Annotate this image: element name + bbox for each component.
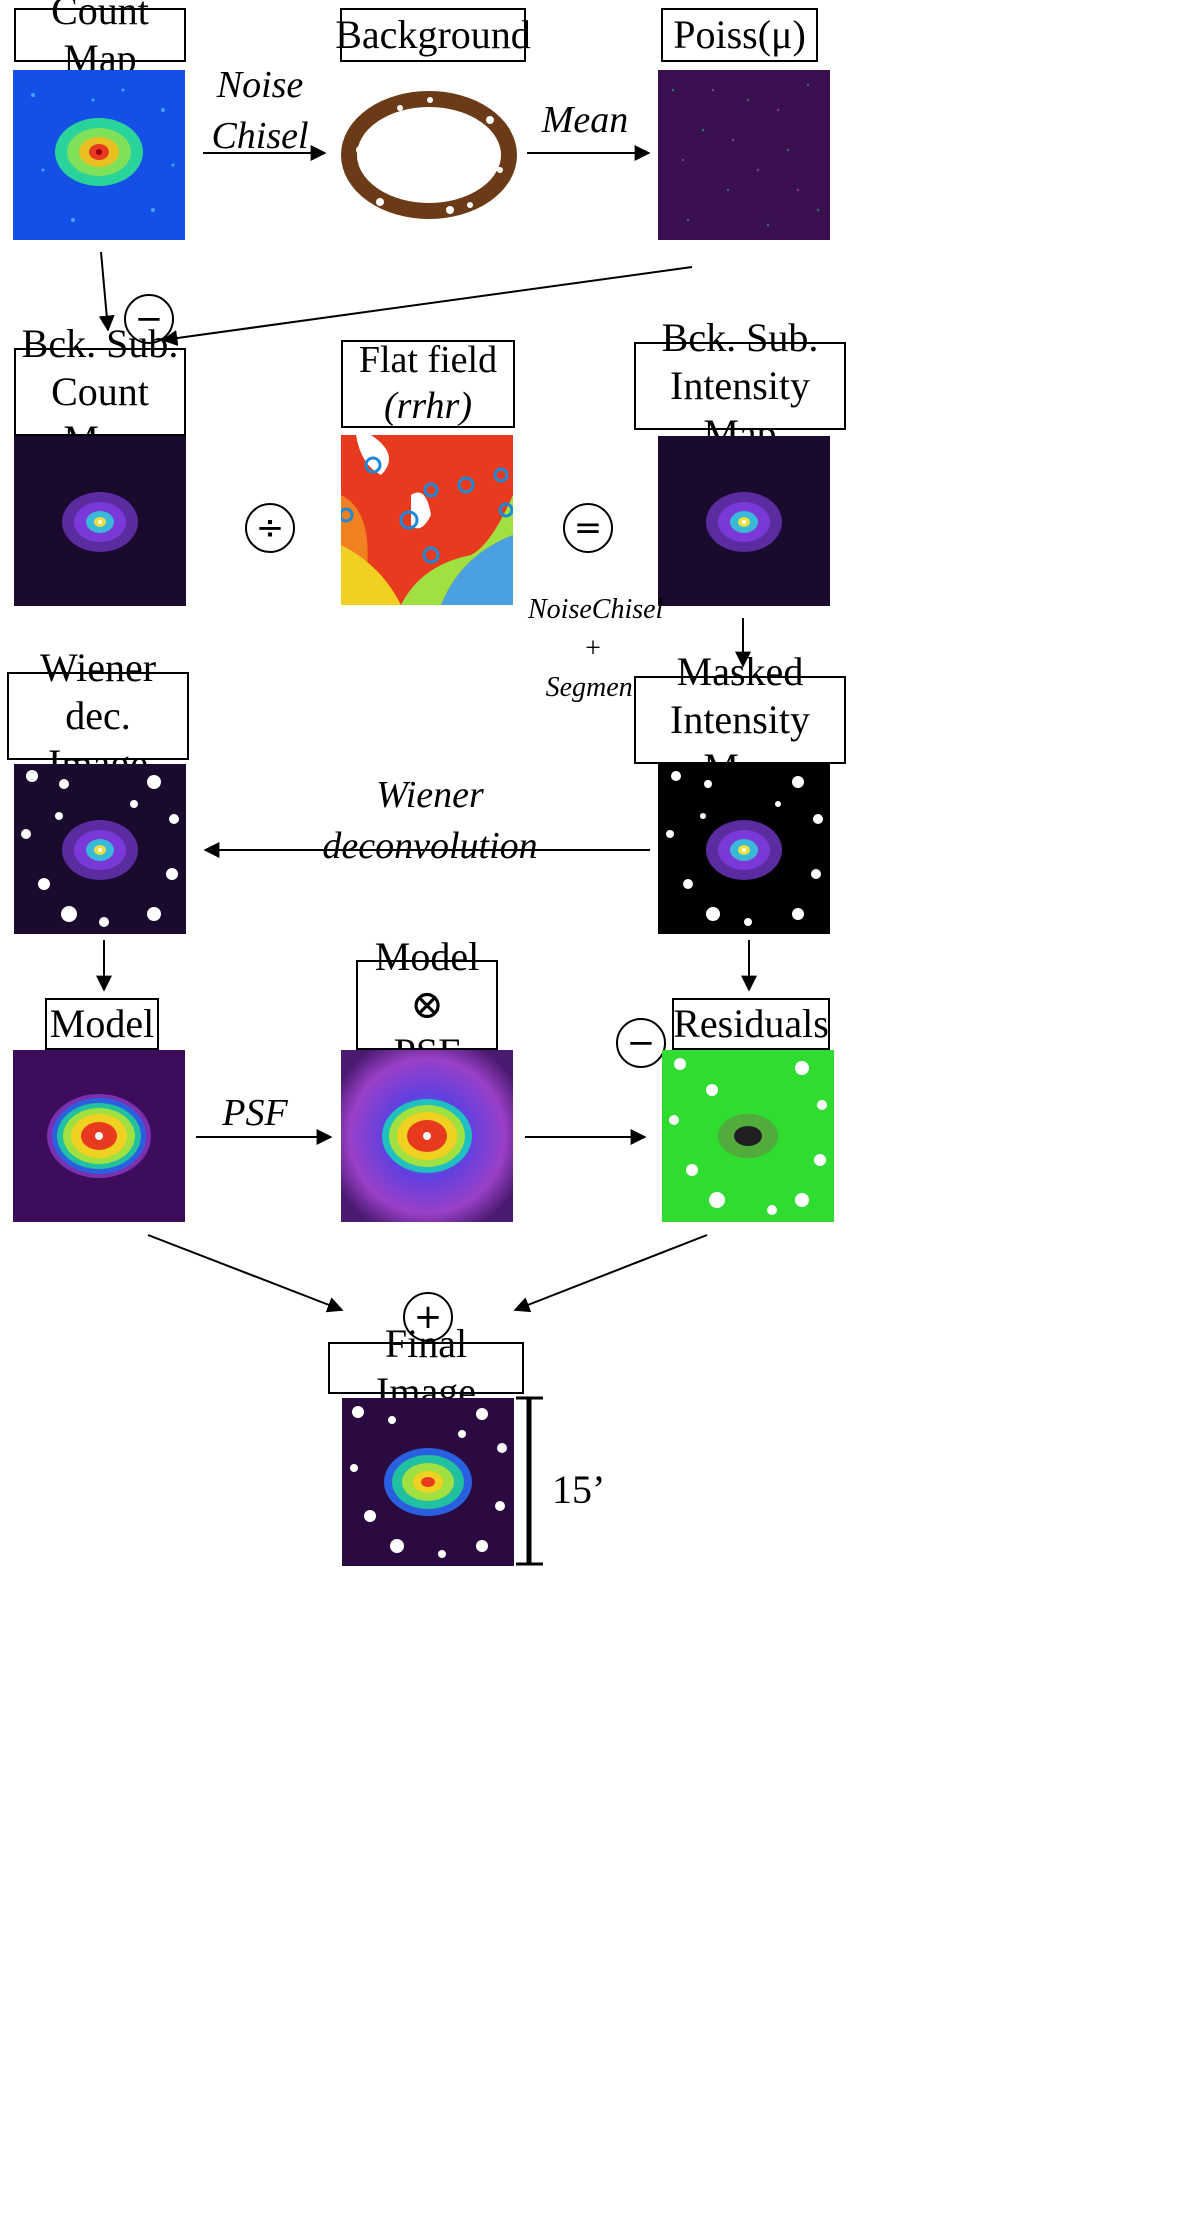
- arrow-residuals-to-final: [513, 1234, 708, 1313]
- model-label: Model: [45, 998, 159, 1050]
- equals-operator: =: [563, 503, 613, 553]
- arrow-model-to-final: [147, 1234, 344, 1313]
- background-ring-image: [341, 91, 517, 219]
- psf-annotation: PSF: [222, 1092, 288, 1134]
- divide-operator: ÷: [245, 503, 295, 553]
- final-image: [342, 1398, 514, 1566]
- wiener-dec-image: [14, 764, 186, 934]
- flat-field-label: Flat field (rrhr): [341, 339, 515, 428]
- noisechisel-segment-annotation: NoiseChisel + Segment: [528, 594, 664, 704]
- model-image: [13, 1050, 185, 1222]
- count-map-image: [13, 70, 185, 240]
- residuals-label: Residuals: [672, 998, 830, 1050]
- wiener-dec-image-label: Wiener dec. Image: [7, 645, 189, 786]
- background-label: Background: [335, 8, 531, 62]
- final-image-label: Final Image: [328, 1321, 524, 1414]
- model-psf-image: [341, 1050, 513, 1222]
- noise-chisel-annotation: Noise Chisel: [211, 64, 309, 158]
- masked-intensity-map-image: [658, 764, 830, 934]
- scale-bar-label: 15’: [552, 1467, 606, 1512]
- add-operator: +: [403, 1292, 453, 1342]
- mean-annotation: Mean: [541, 99, 629, 141]
- poisson-noise-image: [658, 70, 830, 240]
- residuals-image: [662, 1050, 834, 1222]
- flat-field-image: [341, 435, 513, 605]
- bck-sub-intensity-map-image: [658, 436, 830, 606]
- subtract-operator-2: −: [616, 1018, 666, 1068]
- wiener-deconvolution-annotation: Wiener deconvolution: [322, 774, 538, 868]
- scale-bar: [516, 1396, 543, 1566]
- bck-sub-count-map-image: [14, 436, 186, 606]
- poiss-label: Poiss(μ): [661, 8, 818, 62]
- arrow-count-to-bck-sub: [98, 251, 115, 332]
- arrow-poiss-to-bck-sub: [161, 266, 693, 346]
